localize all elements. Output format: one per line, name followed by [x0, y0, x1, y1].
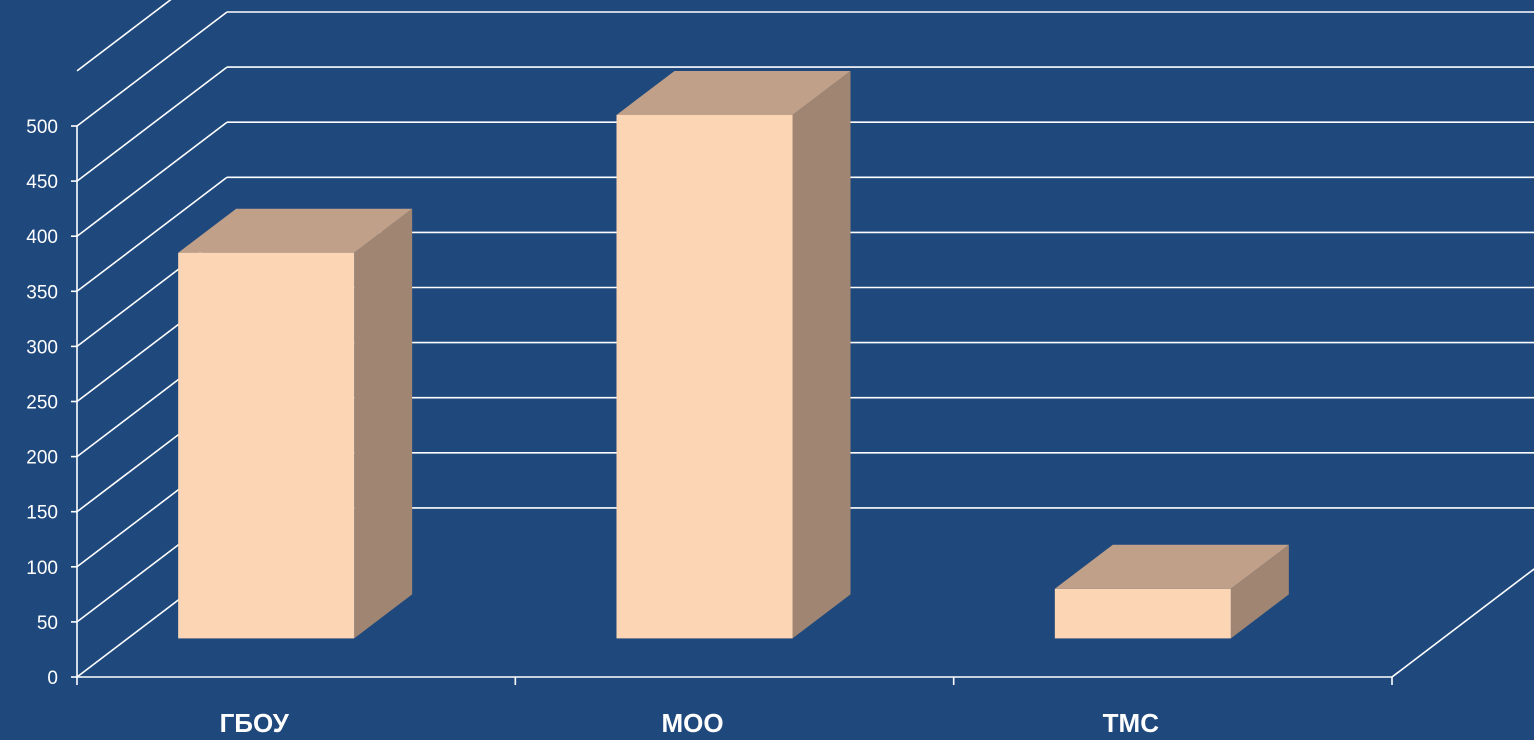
- chart-bars: [178, 70, 1289, 639]
- x-category-label: МОО: [661, 708, 723, 738]
- side-gridline: [76, 0, 172, 72]
- y-tick-label: 300: [26, 337, 58, 358]
- y-tick-label: 150: [26, 503, 58, 524]
- side-gridline: [76, 176, 228, 292]
- bar-front-face: [616, 114, 793, 639]
- bar-front-face: [178, 252, 355, 639]
- bar-side-face: [792, 70, 851, 639]
- y-tick-label: 50: [37, 613, 58, 634]
- y-tick-label: 100: [26, 558, 58, 579]
- y-tick-label: 400: [26, 227, 58, 248]
- y-tick-label: 250: [26, 393, 58, 414]
- y-tick-label: 0: [47, 668, 58, 689]
- y-tick-label: 200: [26, 448, 58, 469]
- chart-gridlines: [76, 0, 1534, 678]
- y-tick-label: 500: [26, 117, 58, 138]
- x-category-label: ТМС: [1103, 708, 1160, 738]
- chart-labels: 0 50 100 150 200 250 300 350 400 450 500 ГБОУ МОО ТМС: [26, 117, 1159, 738]
- y-tick-label: 450: [26, 172, 58, 193]
- floor-edge-line: [1391, 568, 1534, 678]
- bar-top-face: [1054, 544, 1289, 589]
- chart-axes: [71, 125, 1534, 685]
- bar-front-face: [1054, 588, 1231, 639]
- x-category-label: ГБОУ: [220, 708, 290, 738]
- side-gridline: [76, 11, 228, 127]
- bar-side-face: [1230, 544, 1289, 639]
- side-gridline: [76, 121, 228, 237]
- bar-side-face: [354, 208, 413, 639]
- side-gridline: [76, 66, 228, 182]
- bar-top-face: [178, 208, 413, 253]
- y-tick-label: 350: [26, 282, 58, 303]
- bar-top-face: [616, 70, 851, 115]
